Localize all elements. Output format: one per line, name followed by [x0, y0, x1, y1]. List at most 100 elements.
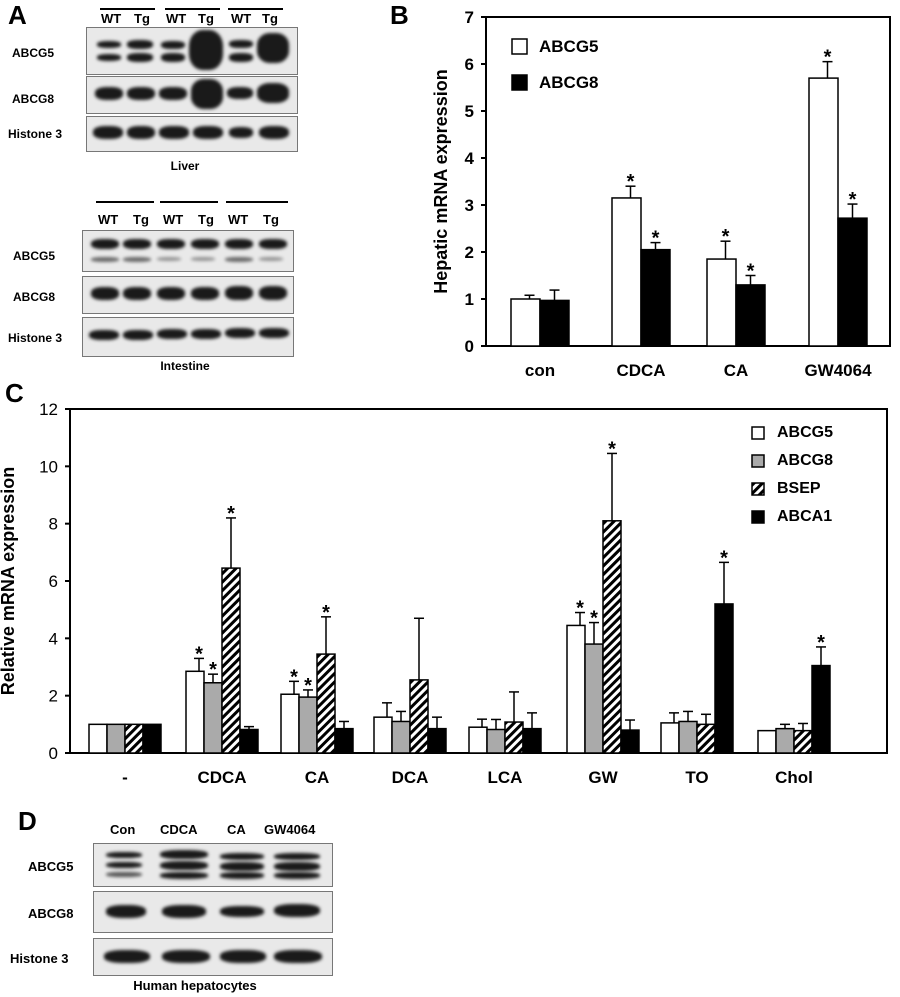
panel-c-significance-marker: *	[290, 666, 298, 688]
panel-c-y-tick-label: 10	[39, 457, 58, 476]
panel-b-y-tick-label: 2	[465, 243, 474, 262]
blot-strip-abcg5	[86, 27, 298, 75]
panel-c-y-tick-label: 2	[49, 687, 58, 706]
panel-b-legend-label: ABCG5	[539, 37, 599, 56]
panel-c-category-label: -	[122, 768, 128, 787]
panel-b-significance-marker: *	[722, 226, 730, 248]
lane-label: WT	[228, 212, 249, 227]
panel-c-significance-marker: *	[304, 675, 312, 697]
panel-c-bar	[566, 624, 586, 754]
blot-strip-abcg8	[82, 276, 294, 314]
lane-group-bar	[160, 201, 218, 203]
panel-b-bar	[640, 248, 671, 347]
panel-b-significance-marker: *	[627, 171, 635, 193]
panel-c-legend-swatch	[751, 426, 765, 440]
panel-c-category-label: CDCA	[197, 768, 246, 787]
blot-strip-abcg8	[93, 891, 333, 933]
panel-b-legend-swatch	[511, 74, 528, 91]
panel-b-bar	[808, 77, 839, 347]
panel-c-bar	[504, 721, 524, 754]
panel-b-bar	[510, 298, 541, 347]
panel-c-significance-marker: *	[608, 438, 616, 460]
panel-c-legend-swatch	[751, 510, 765, 524]
lane-label: Tg	[198, 11, 214, 26]
blot-row-label-histone3: Histone 3	[10, 951, 69, 966]
panel-c-legend-label: ABCA1	[777, 508, 832, 525]
panel-c-significance-marker: *	[209, 659, 217, 681]
panel-c-significance-marker: *	[720, 547, 728, 569]
panel-c-bar	[373, 716, 393, 754]
blot-row-label-abcg8: ABCG8	[28, 906, 74, 921]
panel-c-bar	[468, 726, 488, 754]
panel-c-bar	[757, 729, 777, 754]
blot-strip-abcg5	[82, 230, 294, 272]
blot-strip-histone3	[93, 938, 333, 976]
blot-strip-histone3	[86, 116, 298, 152]
panel-c-bar	[660, 722, 680, 754]
lane-group-bar	[228, 8, 283, 10]
chart-hepatic-mrna: 0 1 2 3 4 5 6 7 Hepatic mRNA expression con * * CDCA…	[431, 8, 891, 380]
panel-c-bar	[775, 727, 795, 754]
panel-c-significance-marker: *	[576, 598, 584, 620]
panel-c-bar	[185, 670, 205, 754]
lane-label: WT	[163, 212, 184, 227]
panel-c-legend-label: BSEP	[777, 480, 821, 497]
panel-b-bar	[735, 284, 766, 347]
panel-c-bar	[88, 723, 108, 754]
panel-letter-d: D	[18, 806, 37, 836]
panel-c-bar	[409, 679, 429, 754]
panel-c-bar	[334, 727, 354, 754]
panel-c-bar	[391, 720, 411, 754]
blot-row-label-histone3: Histone 3	[8, 331, 63, 345]
panel-c-bar	[316, 653, 336, 754]
panel-c-bar	[124, 723, 144, 754]
blot-strip-abcg8	[86, 76, 298, 114]
panel-c-significance-marker: *	[817, 632, 825, 654]
panel-c-legend-label: ABCG8	[777, 452, 833, 469]
panel-b-significance-marker: *	[824, 47, 832, 69]
lane-label: CDCA	[160, 822, 198, 837]
panel-b-y-tick-label: 5	[465, 102, 474, 121]
panel-b-significance-marker: *	[747, 261, 755, 283]
panel-b-plot-frame	[485, 16, 891, 347]
panel-c-significance-marker: *	[590, 608, 598, 630]
panel-c-bar	[584, 643, 604, 754]
panel-b-legend-label: ABCG8	[539, 73, 599, 92]
panel-b-y-tick-label: 0	[465, 337, 474, 356]
panel-b-bar	[837, 217, 868, 347]
blot-row-label-abcg5: ABCG5	[12, 46, 55, 60]
panel-c-bar	[239, 728, 259, 754]
panel-c-bar	[427, 727, 447, 754]
panel-c-bar	[522, 727, 542, 754]
blot-strip-abcg5	[93, 843, 333, 887]
panel-c-bar	[811, 664, 831, 754]
lane-label: Tg	[262, 11, 278, 26]
panel-b-y-tick-label: 4	[465, 149, 475, 168]
panel-b-y-tick-label: 1	[465, 290, 474, 309]
panel-c-bar	[221, 567, 241, 754]
lane-group-bar	[100, 8, 155, 10]
lane-label: CA	[227, 822, 246, 837]
lane-group-bar	[226, 201, 288, 203]
blot-caption-liver: Liver	[170, 159, 200, 173]
panel-c-category-label: Chol	[775, 768, 813, 787]
chart-relative-mrna: 0 2 4 6 8 10 12 Relative mRNA expression - * * * CDC…	[0, 400, 888, 787]
panel-c-category-label: TO	[685, 768, 708, 787]
panel-c-bar	[678, 720, 698, 754]
blot-caption-intestine: Intestine	[160, 359, 210, 373]
panel-c-bar	[714, 603, 734, 754]
panel-letter-c: C	[5, 378, 24, 408]
panel-c-legend-swatch	[751, 482, 765, 496]
panel-c-significance-marker: *	[227, 503, 235, 525]
panel-b-significance-marker: *	[849, 189, 857, 211]
blot-row-label-abcg8: ABCG8	[13, 290, 56, 304]
blot-caption-human-hepatocytes: Human hepatocytes	[133, 978, 257, 993]
blot-row-label-abcg5: ABCG5	[13, 249, 56, 263]
panel-c-bar	[602, 520, 622, 754]
lane-label: GW4064	[264, 822, 316, 837]
panel-c-y-axis-label: Relative mRNA expression	[0, 467, 18, 695]
panel-b-legend-swatch	[511, 38, 528, 55]
panel-b-y-tick-label: 6	[465, 55, 474, 74]
panel-c-y-tick-label: 0	[49, 744, 58, 763]
panel-c-category-label: CA	[305, 768, 330, 787]
